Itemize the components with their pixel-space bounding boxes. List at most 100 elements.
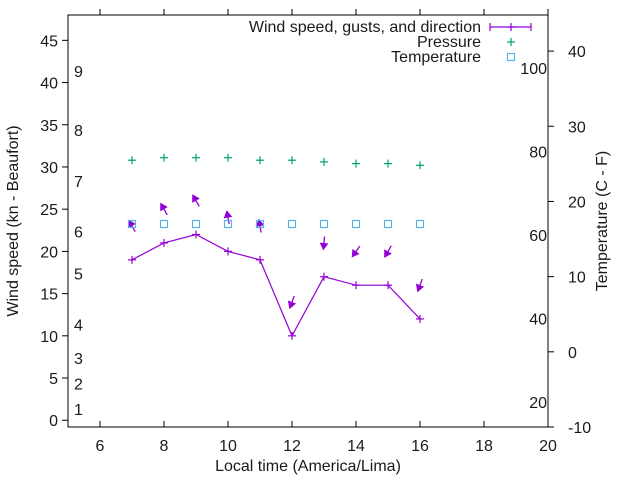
beaufort-label: 7 <box>74 174 83 191</box>
pressure-point <box>224 153 232 162</box>
fahrenheit-label: 40 <box>529 311 547 328</box>
y2-tick-label: 20 <box>568 194 586 211</box>
x-tick-label: 8 <box>160 438 169 455</box>
beaufort-label: 2 <box>74 376 83 393</box>
y2-tick-label: 30 <box>568 119 586 136</box>
y2-tick-label: 10 <box>568 270 586 287</box>
pressure-point <box>320 157 328 166</box>
pressure-point <box>256 156 264 165</box>
pressure-point <box>192 153 200 162</box>
pressure-point <box>384 159 392 168</box>
temperature-point <box>127 219 137 229</box>
y-tick-label: 35 <box>40 118 58 135</box>
x-tick-label: 6 <box>96 438 105 455</box>
wind-speed-point <box>160 238 168 247</box>
x-tick-label: 16 <box>411 438 429 455</box>
arrow-head <box>415 283 425 293</box>
gust-direction-arrow <box>192 194 200 207</box>
pressure-point <box>288 156 296 165</box>
temperature-point <box>287 219 297 229</box>
temperature-point <box>159 219 169 229</box>
legend-sample-wind-marker <box>507 23 515 31</box>
pressure-point <box>352 159 360 168</box>
tick-marks <box>62 9 554 428</box>
y-tick-label: 0 <box>49 413 58 430</box>
legend-sample-temperature <box>506 52 516 62</box>
legend-sample-pressure <box>507 38 515 46</box>
series-marks <box>127 153 425 340</box>
y-tick-label: 30 <box>40 160 58 177</box>
arrow-head <box>319 242 329 251</box>
gust-direction-arrow <box>319 236 329 251</box>
x-tick-label: 18 <box>475 438 493 455</box>
arrow-head <box>255 218 265 227</box>
y-tick-label: 45 <box>40 33 58 50</box>
wind-speed-point <box>224 247 232 256</box>
temperature-point <box>191 219 201 229</box>
arrow-head <box>287 300 297 310</box>
temperature-point <box>319 219 329 229</box>
y2-tick-label: 0 <box>568 345 577 362</box>
arrow-head <box>384 249 392 258</box>
legend-label-wind: Wind speed, gusts, and direction <box>249 19 481 36</box>
fahrenheit-label: 60 <box>529 228 547 245</box>
y-tick-label: 25 <box>40 202 58 219</box>
beaufort-label: 1 <box>74 402 83 419</box>
legend-label-pressure: Pressure <box>417 34 481 51</box>
y-tick-label: 5 <box>49 371 58 388</box>
legend-label-temperature: Temperature <box>391 49 481 66</box>
gust-direction-arrow <box>287 295 297 310</box>
fahrenheit-label: 80 <box>529 144 547 161</box>
x-tick-label: 10 <box>219 438 237 455</box>
beaufort-label: 5 <box>74 267 83 284</box>
arrow-head <box>351 248 360 258</box>
wind-speed-point <box>352 281 360 290</box>
y-tick-label: 20 <box>40 244 58 261</box>
temperature-point <box>255 219 265 229</box>
tick-labels: 6 8 10 12 14 16 18 20051015202530354045-1001020… <box>40 33 591 455</box>
x-tick-label: 12 <box>283 438 301 455</box>
wind-speed-line <box>131 233 421 338</box>
wind-speed-point <box>256 255 264 264</box>
legend: Wind speed, gusts, and direction Pressur… <box>249 19 532 66</box>
gust-direction-arrow <box>351 245 361 258</box>
legend-samples <box>489 23 532 62</box>
temperature-point <box>223 219 233 229</box>
y-tick-label: 15 <box>40 287 58 304</box>
fahrenheit-label: 100 <box>520 61 547 78</box>
beaufort-label: 8 <box>74 123 83 140</box>
plot-frame <box>67 14 549 428</box>
temperature-point <box>383 219 393 229</box>
pressure-point <box>416 161 424 170</box>
beaufort-label: 4 <box>74 317 83 334</box>
y2-tick-label: 40 <box>568 44 586 61</box>
arrow-head <box>160 202 168 212</box>
x-axis-title: Local time (America/Lima) <box>215 458 401 475</box>
y-tick-label: 40 <box>40 76 58 93</box>
gust-direction-arrow <box>415 278 425 293</box>
beaufort-label: 6 <box>74 225 83 242</box>
gust-direction-arrow <box>384 245 392 258</box>
pressure-point <box>128 156 136 165</box>
wind-speed-point <box>320 272 328 281</box>
wind-speed-point <box>384 281 392 290</box>
arrow-head <box>223 210 233 219</box>
temperature-point <box>351 219 361 229</box>
y-tick-label: 10 <box>40 329 58 346</box>
gust-direction-arrow <box>255 218 265 233</box>
y-axis-title: Wind speed (kn - Beaufort) <box>5 125 22 316</box>
wind-speed-point <box>192 230 200 239</box>
gust-direction-arrow <box>223 210 233 225</box>
wind-speed-point <box>128 255 136 264</box>
wind-speed-point <box>416 314 424 323</box>
x-tick-label: 14 <box>347 438 365 455</box>
gust-direction-arrow <box>128 219 136 233</box>
y2-tick-label: -10 <box>568 420 591 437</box>
y2-axis-title: Temperature (C - F) <box>594 151 611 291</box>
x-tick-label: 20 <box>539 438 557 455</box>
gust-direction-arrow <box>160 202 168 216</box>
beaufort-label: 3 <box>74 351 83 368</box>
wind-speed-point <box>288 331 296 340</box>
fahrenheit-label: 20 <box>529 395 547 412</box>
